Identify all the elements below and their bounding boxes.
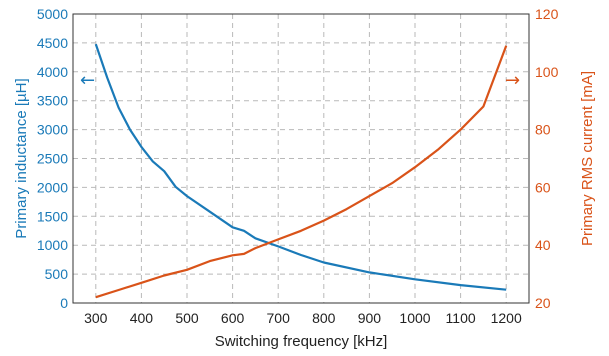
rms-current-series-line <box>95 45 508 299</box>
left-y-tick-label: 3500 <box>37 93 68 109</box>
series-lines <box>94 43 508 299</box>
right-y-tick-label: 60 <box>535 179 551 195</box>
right-y-tick-label: 120 <box>535 6 559 22</box>
left-y-tick-label: 0 <box>60 295 68 311</box>
right-y-tick-label: 20 <box>535 295 551 311</box>
left-y-tick-label: 5000 <box>37 6 68 22</box>
left-y-tick-label: 1000 <box>37 237 68 253</box>
x-tick-label: 1200 <box>491 310 522 326</box>
right-y-tick-label: 80 <box>535 122 551 138</box>
plot-frame <box>72 13 530 304</box>
right-axis-arrow-annotation: → <box>505 70 520 91</box>
grid-lines <box>73 13 529 304</box>
left-y-tick-label: 4000 <box>37 64 68 80</box>
x-tick-label: 400 <box>130 310 154 326</box>
tick-labels: 300 400 500 600 700 800 900 1000 1100 1200 0 500 100… <box>37 6 559 326</box>
left-y-tick-label: 2000 <box>37 179 68 195</box>
x-tick-label: 700 <box>267 310 291 326</box>
x-tick-label: 1000 <box>399 310 430 326</box>
left-y-tick-label: 3000 <box>37 122 68 138</box>
left-y-axis-title: Primary inductance [µH] <box>13 78 30 238</box>
left-y-tick-label: 4500 <box>37 35 68 51</box>
right-y-axis-title: Primary RMS current [mA] <box>579 71 596 246</box>
x-tick-label: 1100 <box>446 310 476 326</box>
right-y-tick-label: 40 <box>535 237 551 253</box>
x-tick-label: 300 <box>84 310 108 326</box>
right-y-tick-label: 100 <box>535 64 559 80</box>
x-tick-label: 800 <box>312 310 336 326</box>
inductance-series-line <box>94 43 507 291</box>
left-y-tick-label: 2500 <box>37 151 68 167</box>
left-y-tick-label: 500 <box>45 266 69 282</box>
x-tick-label: 600 <box>221 310 245 326</box>
left-y-tick-label: 1500 <box>37 208 68 224</box>
left-axis-arrow-annotation: ← <box>80 70 95 91</box>
x-axis-title: Switching frequency [kHz] <box>215 333 388 350</box>
x-tick-label: 900 <box>358 310 382 326</box>
x-tick-label: 500 <box>175 310 199 326</box>
